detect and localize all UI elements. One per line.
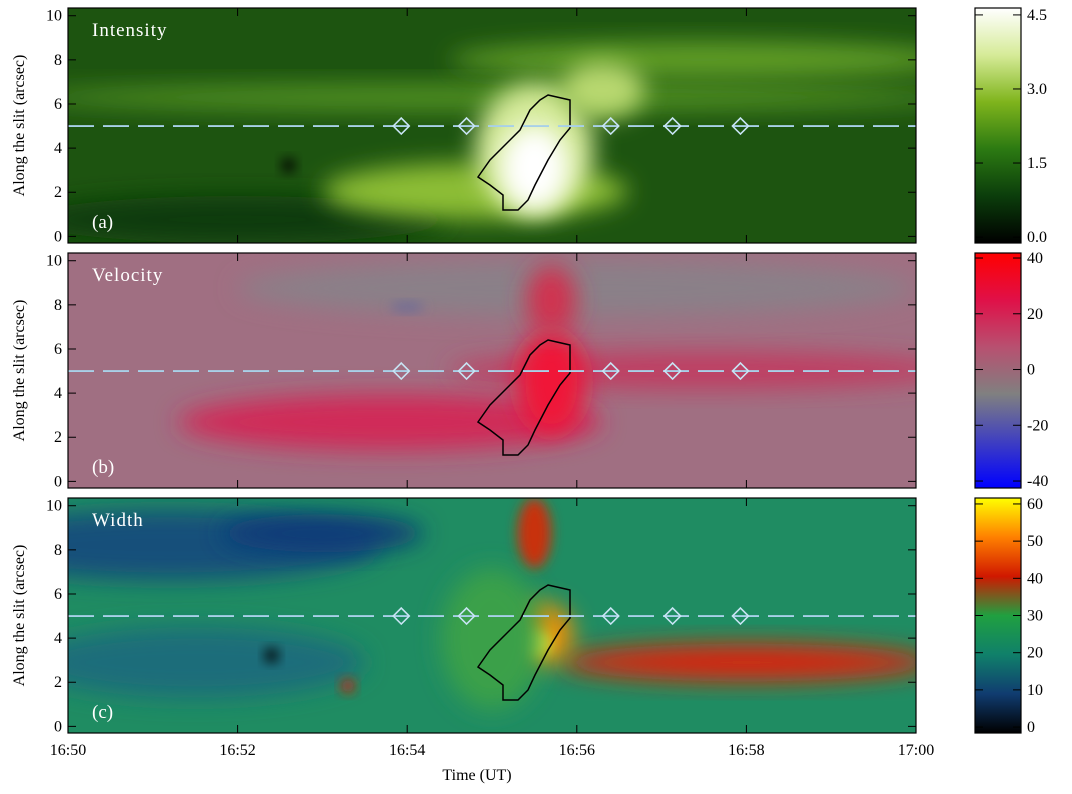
diamond-marker	[457, 606, 476, 626]
y-tick-label: 6	[54, 96, 62, 113]
colorbar-tick-label: 3.0	[1027, 81, 1047, 98]
colorbar-tick-label: 20	[1027, 645, 1043, 662]
y-axis-label: Along the slit (arcsec)	[11, 55, 28, 197]
y-tick-label: 4	[54, 140, 62, 157]
colorbar-tick-label: -20	[1027, 417, 1048, 434]
y-tick-label: 6	[54, 341, 62, 358]
panel: 0 2 4 6 8 10 16:50 16:52 16:54 16:56 16:58 17:00 Alo…	[11, 496, 1043, 759]
y-tick-label: 8	[54, 52, 62, 69]
y-tick-label: 0	[54, 473, 62, 490]
x-axis-label: Time (UT)	[442, 767, 511, 784]
x-tick-label: 17:00	[898, 742, 934, 759]
panel-label: (b)	[92, 457, 114, 478]
y-tick-label: 8	[54, 542, 62, 559]
colorbar-tick-label: 0	[1027, 362, 1035, 379]
colorbar-tick-label: 1.5	[1027, 155, 1047, 172]
colorbar-tick-label: 40	[1027, 570, 1043, 587]
diamond-marker	[392, 116, 411, 136]
diamond-marker	[601, 116, 620, 136]
panel-title: Velocity	[92, 265, 163, 286]
diamond-marker	[663, 606, 682, 626]
diamond-marker	[731, 361, 750, 381]
panel-title: Width	[92, 510, 144, 531]
y-tick-label: 2	[54, 429, 62, 446]
x-tick-label: 16:50	[50, 742, 86, 759]
colorbar	[974, 7, 1022, 244]
panel-label: (c)	[92, 702, 113, 723]
plot-frame	[67, 7, 917, 244]
y-tick-label: 8	[54, 297, 62, 314]
contour	[476, 339, 571, 456]
y-tick-label: 10	[46, 498, 62, 515]
x-tick-label: 16:54	[389, 742, 425, 759]
y-axis-label: Along the slit (arcsec)	[11, 545, 28, 687]
colorbar-tick-label: 50	[1027, 533, 1043, 550]
diamond-marker	[731, 116, 750, 136]
panel: 0 2 4 6 8 10 Along the slit (arcsec) Intensity (…	[11, 7, 1047, 246]
colorbar-tick-label: 40	[1027, 250, 1043, 267]
colorbar-tick-label: 0.0	[1027, 229, 1047, 246]
diamond-marker	[663, 116, 682, 136]
diamond-marker	[601, 606, 620, 626]
panel-label: (a)	[92, 212, 113, 233]
y-tick-label: 6	[54, 586, 62, 603]
diamond-marker	[392, 606, 411, 626]
diamond-marker	[392, 361, 411, 381]
x-tick-label: 16:56	[559, 742, 595, 759]
contour	[476, 94, 571, 211]
y-axis-label: Along the slit (arcsec)	[11, 300, 28, 442]
plot-frame	[67, 497, 917, 734]
diamond-marker	[601, 361, 620, 381]
diamond-marker	[731, 606, 750, 626]
colorbar-tick-label: 0	[1027, 719, 1035, 736]
y-tick-label: 4	[54, 385, 62, 402]
colorbar	[974, 252, 1022, 489]
y-tick-label: 10	[46, 253, 62, 270]
colorbar-tick-label: 30	[1027, 608, 1043, 625]
colorbar-tick-label: -40	[1027, 473, 1048, 490]
plot-frame	[67, 252, 917, 489]
diamond-marker	[663, 361, 682, 381]
y-tick-label: 10	[46, 8, 62, 25]
x-tick-label: 16:58	[728, 742, 764, 759]
diamond-marker	[457, 361, 476, 381]
y-tick-label: 4	[54, 630, 62, 647]
panel: 0 2 4 6 8 10 Along the slit (arcsec) Velocity (b…	[11, 250, 1048, 490]
diamond-marker	[457, 116, 476, 136]
x-tick-label: 16:52	[219, 742, 255, 759]
y-tick-label: 0	[54, 228, 62, 245]
y-tick-label: 2	[54, 674, 62, 691]
colorbar-tick-label: 60	[1027, 496, 1043, 513]
y-tick-label: 0	[54, 718, 62, 735]
panel-title: Intensity	[92, 20, 168, 41]
contour	[476, 584, 571, 701]
colorbar-tick-label: 10	[1027, 682, 1043, 699]
colorbar-tick-label: 20	[1027, 306, 1043, 323]
colorbar-tick-label: 4.5	[1027, 7, 1047, 24]
y-tick-label: 2	[54, 184, 62, 201]
